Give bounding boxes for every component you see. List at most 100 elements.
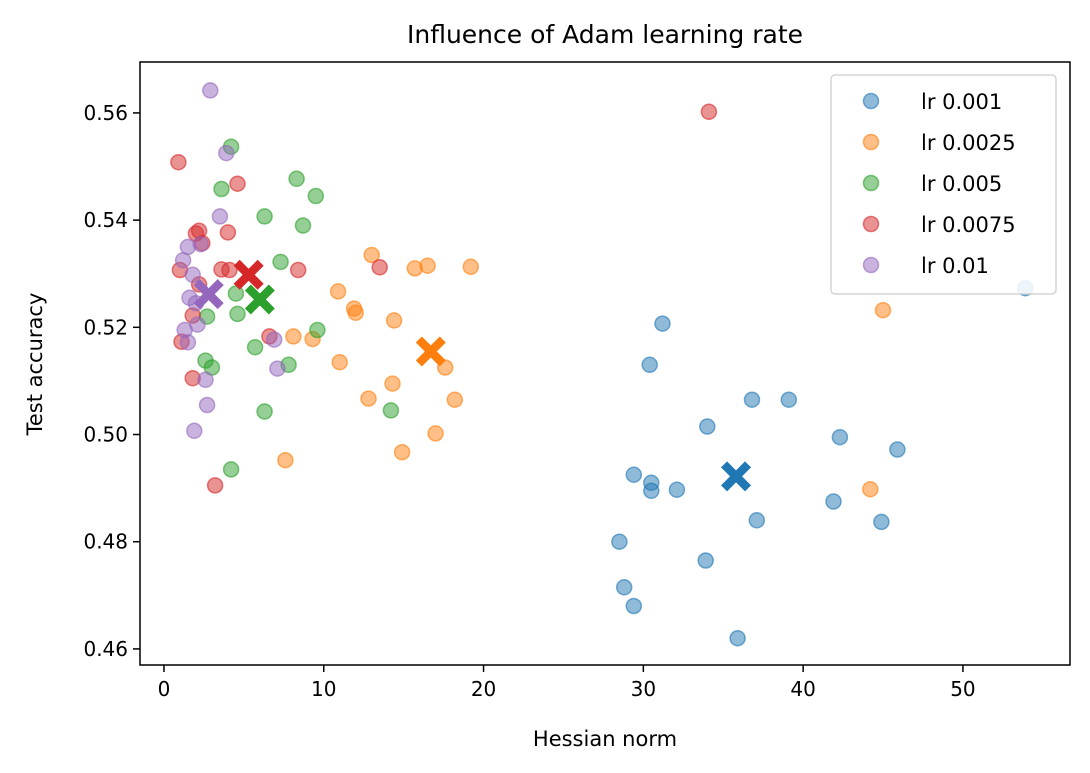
chart-title: Influence of Adam learning rate <box>407 20 803 49</box>
legend-box <box>830 74 1057 295</box>
scatter-point <box>189 316 206 333</box>
legend-label: lr 0.001 <box>921 90 1002 114</box>
scatter-point <box>288 170 305 188</box>
scatter-point <box>641 356 658 374</box>
y-tick-label: 0.46 <box>83 637 128 661</box>
scatter-point <box>831 428 849 446</box>
scatter-point <box>873 513 890 531</box>
scatter-point <box>219 224 237 241</box>
scatter-point <box>265 331 283 348</box>
scatter-point <box>256 208 273 225</box>
scatter-point <box>743 391 761 408</box>
scatter-point <box>697 552 714 569</box>
scatter-point <box>184 266 201 284</box>
scatter-point <box>192 235 209 253</box>
x-axis-label: Hessian norm <box>533 727 677 751</box>
scatter-point <box>393 443 411 461</box>
scatter-point <box>285 328 302 345</box>
scatter-point <box>256 403 273 420</box>
scatter-point <box>384 375 401 392</box>
scatter-point <box>213 180 230 198</box>
legend-marker <box>862 215 880 233</box>
y-tick-label: 0.52 <box>83 315 128 339</box>
scatter-point <box>363 246 380 264</box>
scatter-point <box>874 301 892 319</box>
scatter-point <box>668 481 686 498</box>
x-tick-label: 50 <box>950 677 975 701</box>
scatter-point <box>625 597 643 615</box>
scatter-point <box>309 321 326 339</box>
x-tick-label: 30 <box>631 677 656 701</box>
scatter-point <box>611 533 628 550</box>
scatter-point <box>360 390 377 407</box>
scatter-point <box>780 391 798 408</box>
x-axis: 0 10 20 30 40 50 <box>158 665 976 701</box>
scatter-point <box>385 312 403 329</box>
scatter-point <box>331 353 348 371</box>
scatter-point <box>227 285 245 302</box>
scatter-point <box>347 304 364 322</box>
scatter-point <box>170 153 187 171</box>
scatter-point <box>862 480 879 498</box>
scatter-point <box>654 315 671 332</box>
y-axis-label: Test accuracy <box>23 293 47 437</box>
scatter-point <box>269 360 286 377</box>
scatter-point <box>427 425 444 442</box>
scatter-point <box>307 187 325 205</box>
legend-label: lr 0.0075 <box>921 213 1016 237</box>
scatter-point <box>643 482 660 500</box>
scatter-point <box>221 261 238 279</box>
y-axis: 0.46 0.48 0.50 0.52 0.54 0.56 <box>83 101 140 661</box>
scatter-point <box>229 175 246 192</box>
x-tick-label: 40 <box>790 677 815 701</box>
mean-marker <box>193 279 224 310</box>
legend-marker <box>862 92 880 110</box>
scatter-point <box>289 261 307 279</box>
scatter-point <box>462 258 480 276</box>
x-tick-label: 0 <box>158 677 171 701</box>
x-tick-label: 10 <box>311 677 336 701</box>
legend-label: lr 0.005 <box>921 172 1002 196</box>
scatter-point <box>202 82 219 99</box>
scatter-point <box>700 103 718 121</box>
scatter-point <box>198 396 216 414</box>
x-tick-label: 20 <box>471 677 496 701</box>
legend-label: lr 0.0025 <box>921 131 1016 155</box>
scatter-point <box>179 334 197 351</box>
scatter-point <box>218 144 235 162</box>
scatter-point <box>729 629 746 647</box>
legend: lr 0.001 lr 0.0025 lr 0.005 lr 0.0075 lr 0.0… <box>830 74 1057 295</box>
legend-label: lr 0.01 <box>921 254 989 278</box>
scatter-point <box>382 402 400 419</box>
means-layer <box>193 259 752 492</box>
scatter-point <box>615 579 633 596</box>
y-tick-label: 0.50 <box>83 423 128 447</box>
scatter-point <box>272 253 289 271</box>
scatter-point <box>197 371 214 389</box>
mean-marker <box>244 284 275 315</box>
scatter-point <box>329 283 347 300</box>
legend-marker <box>862 133 880 151</box>
scatter-point <box>246 338 264 356</box>
scatter-point <box>419 257 436 274</box>
scatter-point <box>222 461 240 478</box>
scatter-point <box>277 451 294 469</box>
legend-marker <box>862 174 880 192</box>
scatter-point <box>699 418 716 435</box>
mean-marker <box>415 336 446 367</box>
mean-marker <box>721 461 752 492</box>
scatter-point <box>748 512 766 529</box>
plot-frame <box>139 61 1071 666</box>
scatter-point <box>625 466 643 483</box>
legend-marker <box>862 256 880 274</box>
scatter-point <box>229 305 246 323</box>
scatter-point <box>206 477 224 494</box>
scatter-point <box>825 493 842 510</box>
points-layer <box>170 82 1034 647</box>
mean-marker <box>233 259 264 290</box>
scatter-point <box>186 422 203 440</box>
scatter-point <box>889 441 906 458</box>
y-tick-label: 0.56 <box>83 101 128 125</box>
scatter-point <box>371 259 388 276</box>
